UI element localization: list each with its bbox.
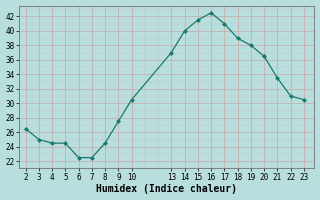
X-axis label: Humidex (Indice chaleur): Humidex (Indice chaleur) [96,184,237,194]
